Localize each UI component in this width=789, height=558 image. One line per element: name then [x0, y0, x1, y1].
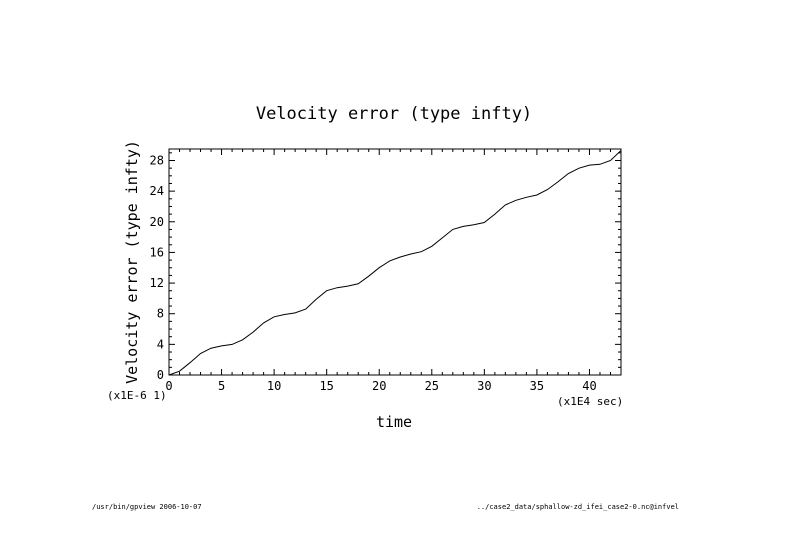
x-axis-label: time	[376, 413, 412, 431]
x-tick-label: 40	[582, 379, 596, 393]
x-tick-label: 15	[319, 379, 333, 393]
x-tick-label: 35	[530, 379, 544, 393]
x-tick-label: 25	[425, 379, 439, 393]
y-tick-label: 16	[150, 245, 164, 259]
y-tick-label: 12	[150, 276, 164, 290]
y-tick-label: 24	[150, 184, 164, 198]
x-tick-label: 10	[267, 379, 281, 393]
x-tick-label: 5	[218, 379, 225, 393]
x-tick-label: 20	[372, 379, 386, 393]
y-axis-label: Velocity error (type infty)	[123, 140, 141, 384]
footer-left-text: /usr/bin/gpview 2006-10-07	[92, 503, 202, 511]
y-tick-label: 28	[150, 153, 164, 167]
y-axis-unit: (x1E-6 1)	[107, 389, 167, 402]
y-tick-label: 0	[157, 368, 164, 382]
tick-labels: 0 5 10 15 20 25 30 35 40 0 4 8 12 16 20 24 28	[150, 153, 597, 393]
series-line	[168, 150, 622, 376]
chart-title: Velocity error (type infty)	[256, 104, 532, 124]
axis-ticks	[168, 149, 622, 376]
y-tick-label: 20	[150, 215, 164, 229]
x-axis-unit: (x1E4 sec)	[557, 395, 623, 408]
y-tick-label: 8	[157, 307, 164, 321]
footer-right-text: ../case2_data/sphallow-zd_ifei_case2-0.n…	[477, 503, 679, 511]
plot-frame	[168, 148, 622, 376]
y-tick-label: 4	[157, 337, 164, 351]
x-tick-label: 0	[165, 379, 172, 393]
x-tick-label: 30	[477, 379, 491, 393]
